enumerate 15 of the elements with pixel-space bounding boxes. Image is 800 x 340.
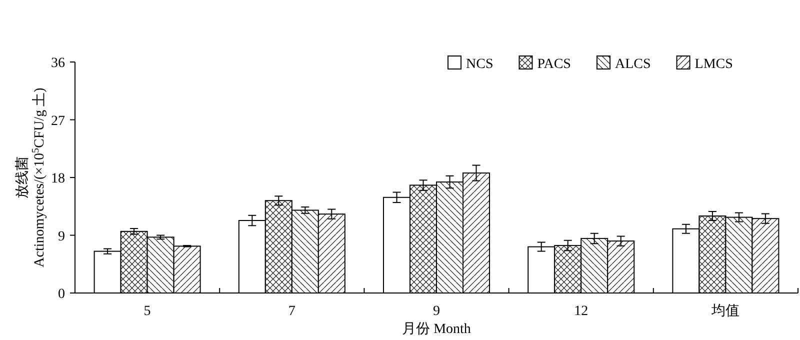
legend-label: NCS — [466, 57, 494, 72]
x-tick-label: 12 — [574, 304, 588, 319]
x-tick-label: 7 — [288, 304, 296, 319]
y-tick-label: 0 — [58, 287, 65, 302]
legend-label: PACS — [537, 57, 571, 72]
legend-label: ALCS — [614, 57, 651, 72]
x-tick-label: 9 — [433, 304, 440, 319]
x-axis-title: 月份 Month — [402, 321, 471, 337]
y-tick-label: 36 — [51, 56, 65, 71]
y-tick-label: 9 — [58, 229, 65, 244]
y-tick-label: 18 — [51, 172, 65, 186]
y-tick-label: 27 — [51, 114, 65, 129]
legend-label: LMCS — [694, 57, 733, 72]
x-tick-label: 5 — [144, 304, 151, 319]
x-tick-label: 均值 — [710, 303, 740, 319]
